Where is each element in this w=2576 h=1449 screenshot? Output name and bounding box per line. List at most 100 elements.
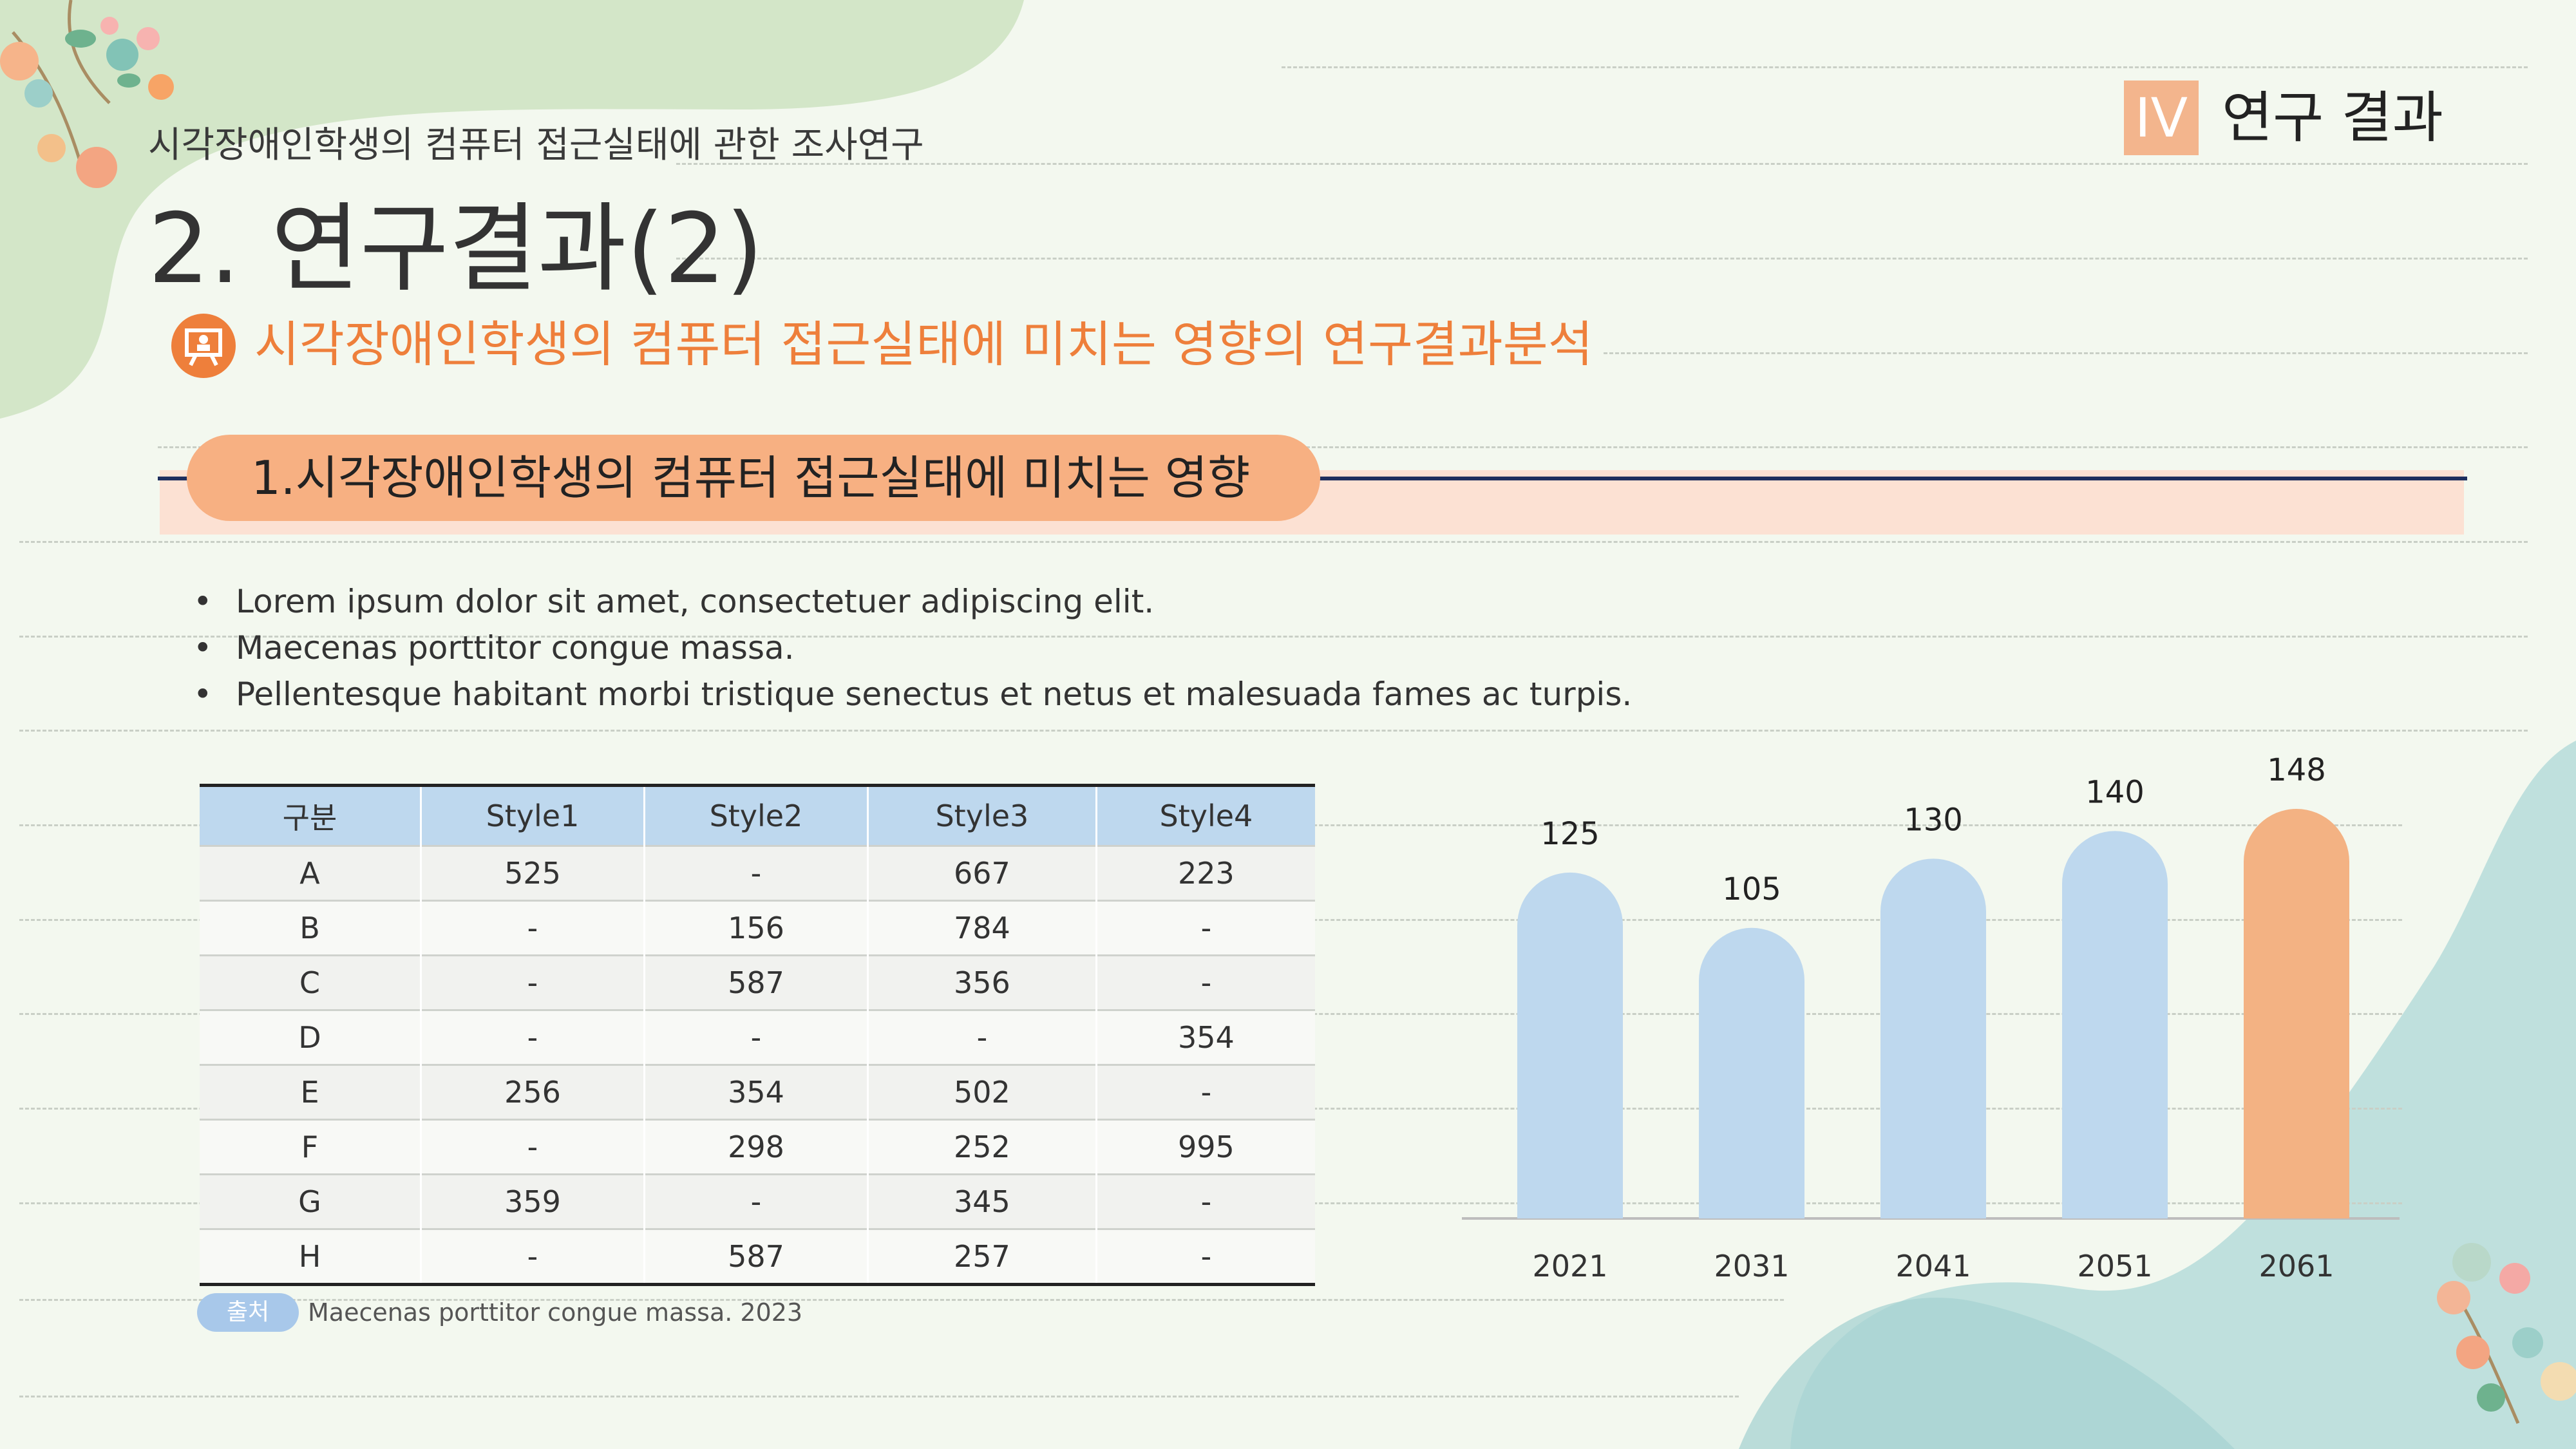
flower-branch-top-left [0,0,174,188]
table-cell: 252 [866,1119,1097,1175]
table-cell: E [200,1064,421,1120]
dashed-rule [1604,352,2528,354]
chart-bar [1880,858,1986,1218]
bullet-item: • Pellentesque habitant morbi tristique s… [193,671,1632,717]
table-cell: 587 [643,954,868,1010]
table-cell: 298 [643,1119,868,1175]
bullet-marker: • [193,676,213,713]
table-cell: 359 [419,1173,645,1229]
topic-pill [187,435,1320,521]
dashed-rule [19,1299,1784,1301]
table-cell: - [419,900,645,956]
source-text: Maecenas porttitor congue massa. 2023 [308,1298,803,1327]
x-tick-label: 2051 [2077,1249,2152,1283]
data-table: 구분 Style1 Style2 Style3 Style4 A 525 - 6… [200,784,1315,1286]
table-cell: 784 [866,900,1097,956]
bar-chart: 125 2021 105 2031 130 2041 140 2051 148 2061 [1462,752,2400,1283]
table-cell: G [200,1173,421,1229]
x-tick-label: 2031 [1714,1249,1789,1283]
bar-value-label: 125 [1540,816,1600,852]
table-row: D - - - 354 [200,1009,1315,1065]
bar-value-label: 140 [2085,774,2145,810]
section-number-badge: IV [2124,80,2199,155]
table-cell: - [643,845,868,901]
table-row: F - 298 252 995 [200,1119,1315,1175]
table-cell: - [419,1228,645,1285]
dashed-rule [676,258,2528,260]
table-header-row: 구분 Style1 Style2 Style3 Style4 [200,785,1315,846]
table-cell: - [643,1173,868,1229]
table-cell: 256 [419,1064,645,1120]
table-cell: - [1095,1173,1315,1229]
bullet-marker: • [193,629,213,667]
table-row: H - 587 257 - [200,1228,1315,1285]
dashed-rule [19,636,2528,638]
table-cell: - [419,1119,645,1175]
dashed-rule [19,1396,1739,1397]
table-cell: F [200,1119,421,1175]
bullet-text: Lorem ipsum dolor sit amet, consectetuer… [236,583,1155,620]
column-header: Style2 [643,785,868,846]
column-header: 구분 [200,785,421,846]
table-cell: 667 [866,845,1097,901]
x-tick-label: 2061 [2259,1249,2334,1283]
bullet-item: • Maecenas porttitor congue massa. [193,625,1632,671]
green-blob-shape [0,0,1024,419]
chart-bar [2062,831,2168,1218]
table-cell: C [200,954,421,1010]
table-cell: 223 [1095,845,1315,901]
column-header: Style4 [1095,785,1315,846]
dashed-rule [158,446,2528,448]
teal-blob-shape [1790,741,2576,1449]
table-cell: B [200,900,421,956]
table-cell: H [200,1228,421,1285]
table-row: E 256 354 502 - [200,1064,1315,1120]
table-cell: - [1095,900,1315,956]
table-cell: - [1095,1064,1315,1120]
table-cell: - [419,1009,645,1065]
table-cell: 354 [643,1064,868,1120]
table-cell: - [1095,954,1315,1010]
table-cell: - [419,954,645,1010]
bullet-text: Maecenas porttitor congue massa. [236,629,795,667]
flower-branch-bottom-right [2437,1243,2576,1424]
table-cell: 354 [1095,1009,1315,1065]
column-header: Style1 [419,785,645,846]
table-row: G 359 - 345 - [200,1173,1315,1229]
bullet-text: Pellentesque habitant morbi tristique se… [236,676,1633,713]
table-cell: 356 [866,954,1097,1010]
dashed-rule [1282,66,2528,68]
table-cell: 995 [1095,1119,1315,1175]
table-row: B - 156 784 - [200,900,1315,956]
table-cell: - [866,1009,1097,1065]
table-cell: 502 [866,1064,1097,1120]
table-cell: 525 [419,845,645,901]
section-label: 연구 결과 [2222,86,2443,150]
bullet-list: • Lorem ipsum dolor sit amet, consectetue… [193,578,1632,717]
bullet-marker: • [193,583,213,620]
source-badge: 출처 [197,1293,299,1332]
presentation-icon [171,314,236,378]
chart-bar [1517,872,1623,1218]
table-row: A 525 - 667 223 [200,845,1315,901]
chart-bar [1699,927,1804,1218]
bar-value-label: 148 [2267,752,2326,788]
table-cell: 587 [643,1228,868,1285]
page-title: 2. 연구결과(2) [148,193,764,305]
table-cell: A [200,845,421,901]
analysis-heading: 시각장애인학생의 컴퓨터 접근실태에 미치는 영향의 연구결과분석 [254,316,1593,373]
bullet-item: • Lorem ipsum dolor sit amet, consectetue… [193,578,1632,625]
x-tick-label: 2041 [1895,1249,1971,1283]
bar-value-label: 130 [1904,802,1963,838]
dashed-rule [19,541,2528,543]
x-tick-label: 2021 [1532,1249,1607,1283]
table-cell: 156 [643,900,868,956]
table-cell: 345 [866,1173,1097,1229]
table-cell: D [200,1009,421,1065]
table-cell: - [643,1009,868,1065]
column-header: Style3 [866,785,1097,846]
document-subtitle: 시각장애인학생의 컴퓨터 접근실태에 관한 조사연구 [148,124,924,166]
table-row: C - 587 356 - [200,954,1315,1010]
dashed-rule [676,163,2528,165]
topic-pill-label: 1.시각장애인학생의 컴퓨터 접근실태에 미치는 영향 [251,451,1251,505]
